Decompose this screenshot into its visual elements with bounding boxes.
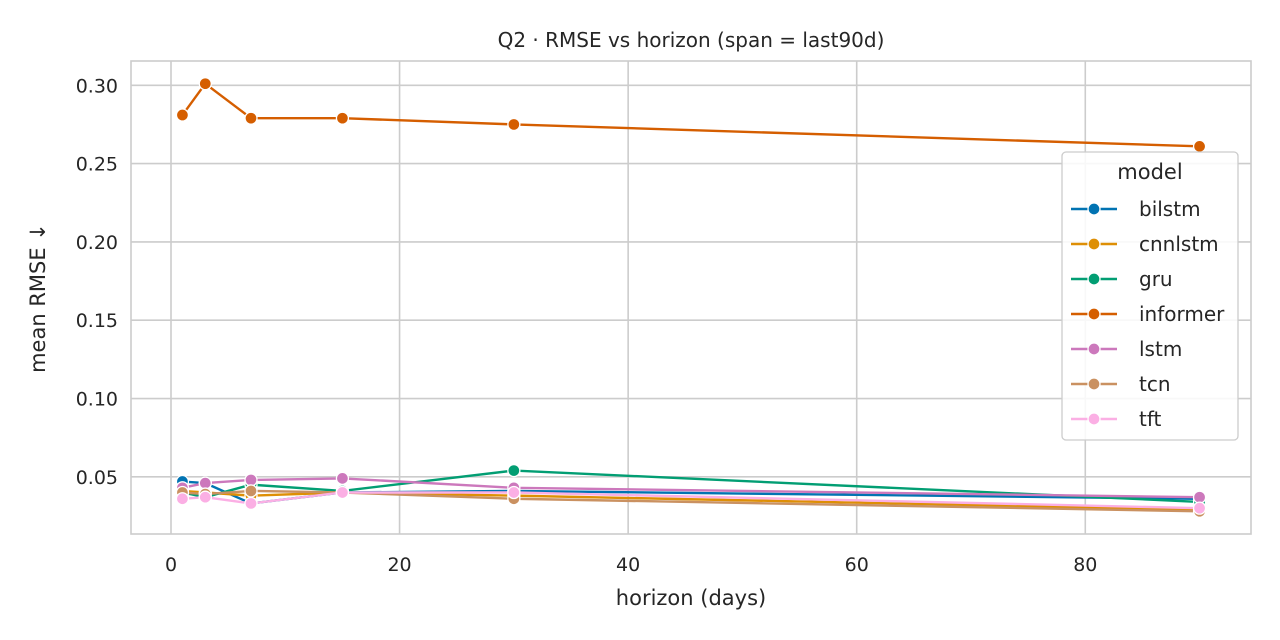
data-point-lstm <box>335 471 350 486</box>
y-tick-labels: 0.05 0.10 0.15 0.20 0.25 0.30 <box>76 75 118 489</box>
data-point-tft <box>335 485 350 500</box>
legend-swatch-marker <box>1087 307 1101 321</box>
legend-label: lstm <box>1139 337 1182 361</box>
data-point-lstm <box>1192 490 1207 504</box>
x-tick-label: 20 <box>387 554 411 576</box>
legend-label: tft <box>1139 407 1162 431</box>
data-point-lstm <box>198 476 212 490</box>
y-tick-label: 0.30 <box>76 75 118 97</box>
series-markers-tft <box>175 485 1207 515</box>
series-layer <box>175 77 1207 518</box>
data-point-informer <box>244 111 258 125</box>
legend-item-lstm: lstm <box>1071 337 1182 361</box>
data-point-informer <box>198 77 212 91</box>
x-tick-label: 60 <box>845 554 869 576</box>
series-markers-lstm <box>175 471 1207 504</box>
y-tick-label: 0.15 <box>76 310 118 332</box>
legend-label: gru <box>1139 267 1173 291</box>
legend-swatch-marker <box>1087 342 1101 356</box>
x-tick-label: 80 <box>1073 554 1097 576</box>
legend-box <box>1061 151 1239 441</box>
data-point-informer <box>335 111 350 125</box>
x-tick-label: 0 <box>165 554 177 576</box>
series-markers-informer <box>175 77 1207 154</box>
data-point-tft <box>1192 501 1207 515</box>
data-point-tft <box>175 492 190 506</box>
data-point-gru <box>507 463 521 478</box>
legend-item-bilstm: bilstm <box>1071 197 1201 221</box>
legend-item-informer: informer <box>1071 302 1225 326</box>
data-point-tcn <box>244 484 258 498</box>
plot-frame <box>130 60 1252 535</box>
legend: model bilstm cnnlstm gru informer lstm tcn tft <box>1061 151 1239 441</box>
legend-swatch-marker <box>1087 202 1101 216</box>
legend-swatch-marker <box>1087 237 1101 251</box>
y-tick-label: 0.25 <box>76 154 118 176</box>
legend-swatch-marker <box>1087 272 1101 286</box>
legend-item-tcn: tcn <box>1071 372 1171 396</box>
chart-title: Q2 · RMSE vs horizon (span = last90d) <box>498 28 885 52</box>
y-tick-label: 0.05 <box>76 467 118 489</box>
legend-swatch-marker <box>1087 412 1101 426</box>
x-tick-labels: 0 20 40 60 80 <box>165 554 1097 576</box>
legend-label: bilstm <box>1139 197 1201 221</box>
legend-item-gru: gru <box>1071 267 1173 291</box>
data-point-informer <box>1192 139 1207 154</box>
data-point-tft <box>198 490 212 504</box>
data-point-tft <box>244 496 258 511</box>
data-point-informer <box>507 117 521 132</box>
legend-item-cnnlstm: cnnlstm <box>1071 232 1219 256</box>
legend-label: cnnlstm <box>1139 232 1219 256</box>
x-axis-label: horizon (days) <box>616 586 766 610</box>
legend-swatch-marker <box>1087 377 1101 391</box>
legend-item-tft: tft <box>1071 407 1162 431</box>
y-tick-label: 0.20 <box>76 232 118 254</box>
data-point-informer <box>175 108 190 122</box>
data-point-lstm <box>244 473 258 487</box>
legend-label: tcn <box>1139 372 1171 396</box>
y-tick-label: 0.10 <box>76 389 118 411</box>
y-axis-label: mean RMSE ↓ <box>26 223 50 373</box>
legend-items: bilstm cnnlstm gru informer lstm tcn tft <box>1071 197 1225 431</box>
legend-label: informer <box>1139 302 1225 326</box>
data-point-tft <box>507 485 521 500</box>
legend-title: model <box>1117 160 1182 184</box>
x-tick-label: 40 <box>616 554 640 576</box>
